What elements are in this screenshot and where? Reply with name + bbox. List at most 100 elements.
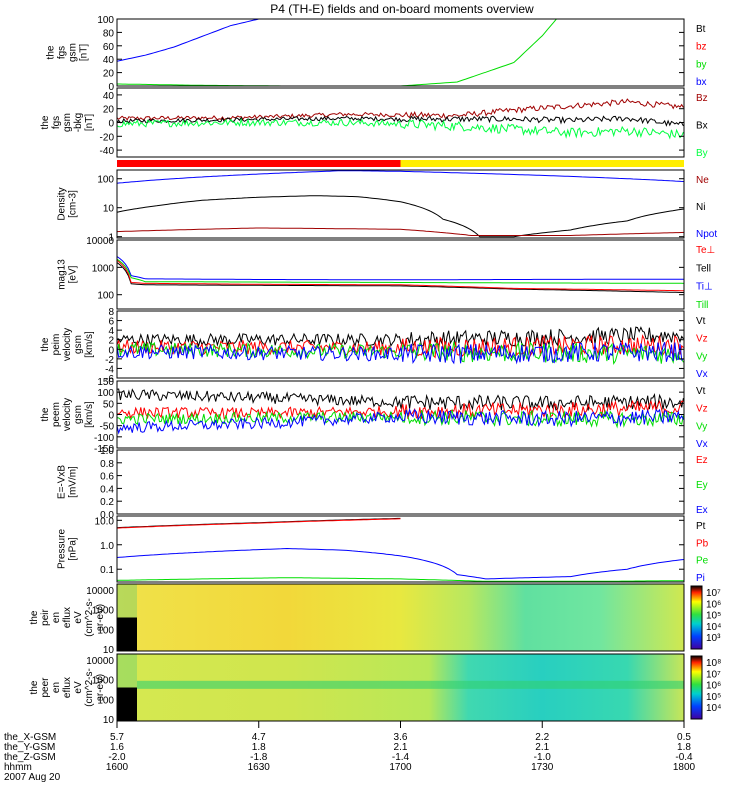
legend-Vt: Vt	[696, 386, 706, 397]
series-bx	[117, 19, 259, 62]
status-bar-segment	[400, 160, 684, 167]
series-Vy	[117, 408, 684, 429]
y-tick-label: 0.1	[100, 565, 114, 576]
y-tick-label: 0.0	[100, 510, 114, 521]
footer-value: -1.8	[250, 752, 268, 763]
legend-Bt: Bt	[696, 24, 706, 35]
footer-value: 1.6	[110, 742, 124, 753]
footer-value: 1700	[389, 762, 412, 773]
legend-Till: Till	[696, 300, 708, 311]
panel-frame	[116, 583, 685, 652]
y-tick-label: 100	[97, 695, 114, 706]
footer-value: 3.6	[394, 732, 408, 743]
series-group	[117, 98, 684, 140]
legend-Ex: Ex	[696, 505, 708, 516]
legend-Vy: Vy	[696, 421, 707, 432]
series-group	[117, 19, 557, 86]
footer-value: 5.7	[110, 732, 124, 743]
colorbar	[690, 655, 703, 720]
y-tick-label: 0.8	[100, 459, 114, 470]
y-tick-label: 100	[97, 175, 114, 186]
footer-value: 1730	[531, 762, 554, 773]
y-tick-label: 2	[108, 336, 114, 347]
series-Bx	[117, 115, 684, 127]
colorbar-label: 10⁶	[706, 681, 721, 692]
figure-title: P4 (TH-E) fields and on-board moments ov…	[270, 2, 534, 16]
panel-4: 100 10 1 Density[cm-3] Ne Ni Npot	[57, 169, 717, 244]
footer-value: 2.1	[535, 742, 549, 753]
series-Bz	[117, 98, 684, 121]
footer-value: 1800	[673, 762, 696, 773]
spectrogram-gap	[117, 617, 137, 651]
y-tick-label: 10	[103, 204, 115, 215]
y-tick-label: -6	[105, 374, 114, 385]
colorbar-label: 10⁸	[706, 658, 721, 669]
footer-row-label: the_X-GSM	[4, 732, 56, 743]
y-tick-label: 60	[103, 42, 115, 53]
series-Pi	[117, 547, 684, 580]
y-tick-label: 10	[103, 645, 115, 656]
legend-By: By	[696, 148, 708, 159]
panel-frame	[116, 239, 685, 310]
y-tick-label: 1.0	[100, 446, 114, 457]
y-axis-label: thepeemvelocitygsm[km/s]	[40, 398, 95, 431]
series-By	[117, 117, 684, 140]
series-Ne	[117, 227, 684, 236]
y-tick-label: 0	[108, 345, 114, 356]
y-tick-label: -20	[100, 132, 115, 143]
y-axis-label: thefgsgsm[nT]	[46, 43, 90, 62]
spectrogram-band	[137, 680, 684, 689]
series-Vt	[117, 326, 684, 350]
footer-row-label: hhmm	[4, 762, 32, 773]
legend-Pb: Pb	[696, 538, 709, 549]
footer-value: -1.0	[534, 752, 552, 763]
y-tick-label: 10000	[86, 656, 114, 667]
y-axis-label: thepeimvelocitygsm[km/s]	[40, 328, 95, 361]
series-Vy	[117, 340, 684, 365]
legend-Pe: Pe	[696, 556, 709, 567]
y-tick-label: 50	[103, 399, 115, 410]
y-axis-label: Pressure[nPa]	[57, 529, 79, 569]
legend-Ne: Ne	[696, 175, 709, 186]
y-axis-label: thepeirenefluxeV(cm^2-s-sr-eV)	[29, 598, 106, 637]
y-tick-label: -40	[100, 146, 115, 157]
y-tick-label: 10000	[86, 586, 114, 597]
y-tick-label: 1000	[92, 606, 115, 617]
y-tick-label: 100	[97, 625, 114, 636]
footer-value: 2.2	[535, 732, 549, 743]
footer-ephemeris: the_X-GSM 5.7 4.7 3.6 2.2 0.5 the_Y-GSM 1.6 1.8 2…	[4, 721, 696, 783]
legend-bx: bx	[696, 77, 707, 88]
series-Npot	[117, 170, 684, 184]
legend-Vz: Vz	[696, 404, 708, 415]
y-tick-label: -100	[94, 433, 114, 444]
colorbar-label: 10⁴	[706, 703, 721, 714]
colorbar	[690, 585, 703, 650]
footer-value: -2.0	[108, 752, 126, 763]
legend-Pi: Pi	[696, 573, 705, 584]
footer-row-label: the_Z-GSM	[4, 752, 56, 763]
y-tick-label: 80	[103, 28, 115, 39]
panel-frame	[116, 449, 685, 515]
panel-5: 10000 1000 100 mag13[eV] Te⊥ Tell Ti⊥ Till	[57, 236, 716, 311]
y-tick-label: 0	[108, 411, 114, 422]
panel-frame	[116, 380, 685, 449]
footer-value: -0.4	[675, 752, 693, 763]
legend-Npot: Npot	[696, 229, 717, 240]
series-Pe	[117, 577, 684, 582]
y-tick-label: 6	[108, 317, 114, 328]
footer-value: 1630	[248, 762, 271, 773]
panel-3	[117, 160, 684, 167]
panel-frame	[116, 310, 685, 379]
y-tick-label: 10.0	[95, 516, 115, 527]
panel-frame	[116, 18, 685, 87]
footer-value: 1600	[106, 762, 129, 773]
y-tick-label: 1.0	[100, 541, 114, 552]
y-axis-label: E=-VxB[mV/m]	[57, 465, 79, 500]
panel-2: 40 20 0 -20 -40 thefgsgsm-bkg[nT] Bz Bx By	[40, 87, 708, 159]
legend-Ti⊥: Ti⊥	[696, 282, 713, 293]
legend-Ey: Ey	[696, 480, 708, 491]
